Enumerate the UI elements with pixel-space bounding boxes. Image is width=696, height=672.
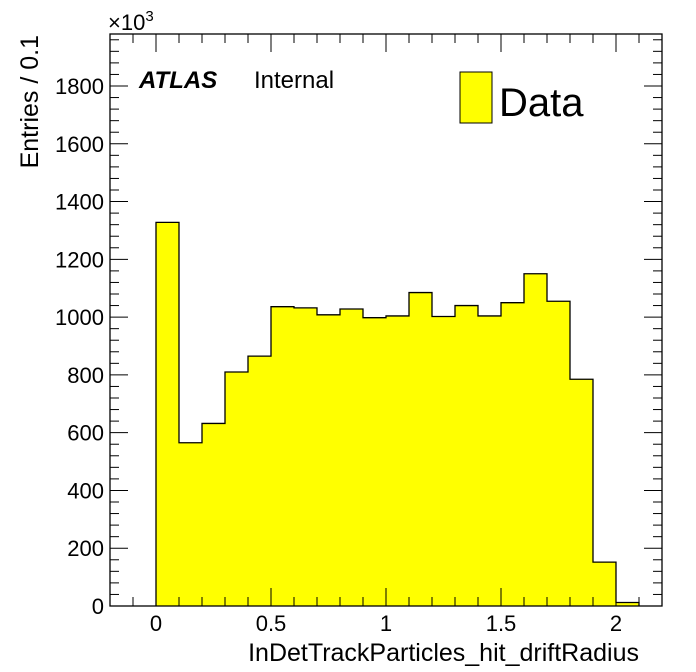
histogram-bin <box>524 273 547 606</box>
axis-tick-labels: 0 200 400 600 800 1000 1200 1400 1600 1800 0 0.5 1 1.… <box>55 74 622 636</box>
histogram-bin <box>455 305 478 606</box>
y-tick-label: 800 <box>67 363 104 388</box>
histogram-bin <box>179 442 202 606</box>
histogram-outline <box>155 221 640 606</box>
axis-ticks <box>109 34 663 607</box>
x-tick-label: 1.5 <box>486 611 517 636</box>
legend-label: Data <box>499 81 584 125</box>
y-tick-label: 1000 <box>55 305 104 330</box>
y-axis-label: Entries / 0.1 <box>16 35 44 168</box>
histogram-bin <box>317 314 340 606</box>
y-axis-multiplier: ×103 <box>108 8 154 35</box>
x-tick-label: 2 <box>610 611 622 636</box>
histogram-bin <box>616 602 639 606</box>
histogram-bin <box>340 309 363 606</box>
histogram-bin <box>386 315 409 606</box>
histogram-bin <box>248 356 271 606</box>
histogram-bin <box>547 301 570 606</box>
histogram-bin <box>409 292 432 606</box>
x-tick-label: 1 <box>380 611 392 636</box>
atlas-status-label: Internal <box>254 67 334 94</box>
histogram-bin <box>202 423 225 606</box>
y-tick-label: 400 <box>67 478 104 503</box>
y-tick-label: 600 <box>67 421 104 446</box>
x-tick-label: 0.5 <box>256 611 287 636</box>
legend-swatch <box>459 71 493 124</box>
y-tick-label: 1400 <box>55 190 104 215</box>
y-tick-label: 200 <box>67 536 104 561</box>
histogram-bin <box>271 306 294 606</box>
histogram-bin <box>225 372 248 606</box>
x-tick-label: 0 <box>150 611 162 636</box>
histogram-bars <box>155 221 640 606</box>
histogram-bin <box>501 302 524 606</box>
histogram-bin <box>363 317 386 606</box>
y-tick-label: 1200 <box>55 247 104 272</box>
y-tick-label: 1600 <box>55 132 104 157</box>
histogram-bin <box>432 316 455 606</box>
histogram-bin <box>478 315 501 606</box>
histogram-bin <box>156 222 179 606</box>
y-tick-label: 0 <box>92 594 104 619</box>
atlas-label: ATLAS <box>138 67 217 94</box>
histogram-bin <box>593 562 616 606</box>
histogram-bin <box>294 307 317 606</box>
histogram-bin <box>570 379 593 606</box>
x-axis-label: InDetTrackParticles_hit_driftRadius <box>248 639 639 667</box>
y-tick-label: 1800 <box>55 74 104 99</box>
